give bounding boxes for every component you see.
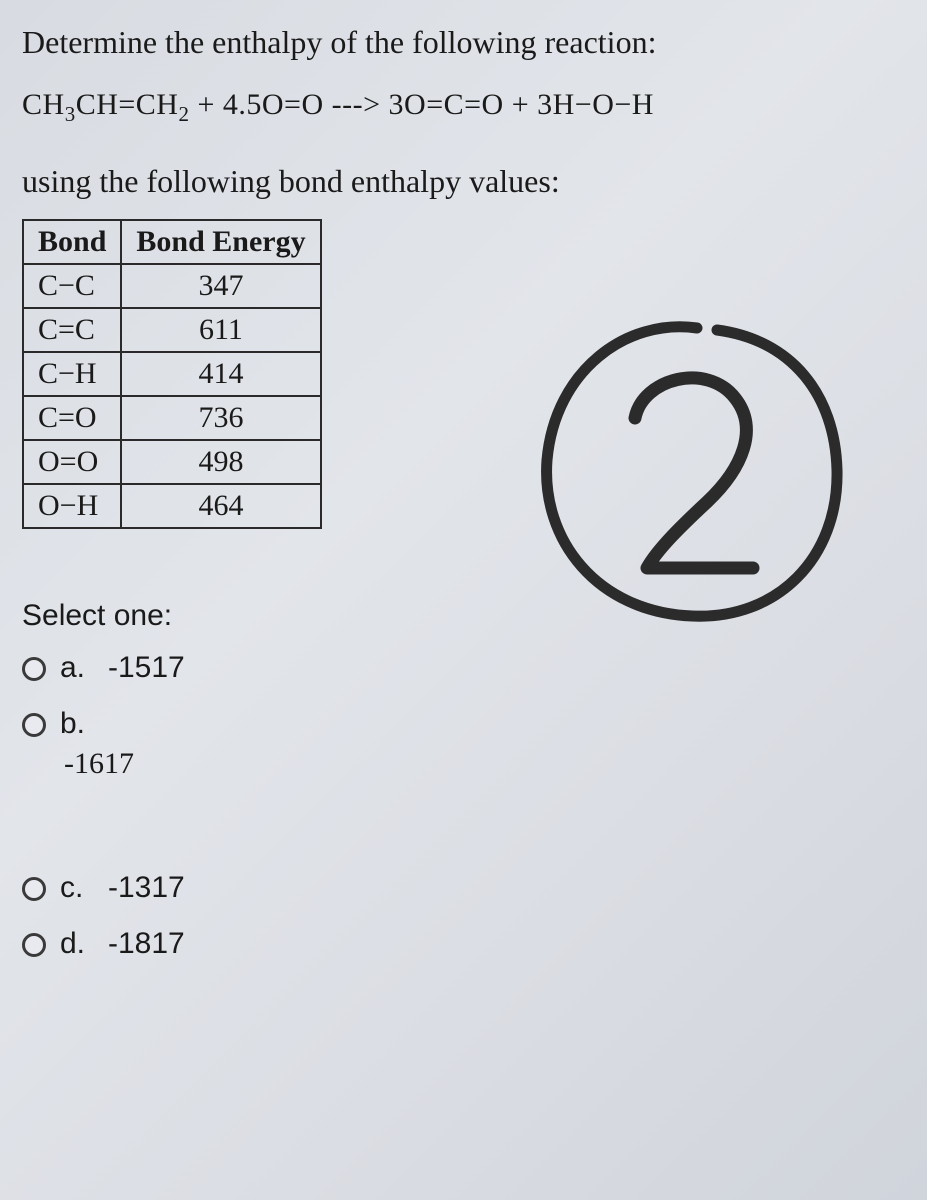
handwritten-annotation-icon [507, 300, 867, 640]
option-value: -1517 [108, 651, 185, 685]
option-c[interactable]: c. -1317 [22, 871, 905, 905]
bond-cell: O−H [23, 484, 121, 528]
table-header-row: Bond Bond Energy [23, 220, 321, 264]
option-value: -1617 [64, 747, 134, 781]
table-row: C=C 611 [23, 308, 321, 352]
energy-cell: 498 [121, 440, 320, 484]
bond-cell: C=C [23, 308, 121, 352]
table-row: C−C 347 [23, 264, 321, 308]
select-one-label: Select one: [22, 599, 905, 633]
reaction-equation: CH3CH=CH2 + 4.5O=O ---> 3O=C=O + 3H−O−H [22, 84, 905, 129]
option-b[interactable]: b. -1617 [22, 707, 905, 781]
option-letter: a. [60, 651, 102, 685]
bond-cell: C−H [23, 352, 121, 396]
table-row: O=O 498 [23, 440, 321, 484]
table-row: C=O 736 [23, 396, 321, 440]
question-prompt: Determine the enthalpy of the following … [22, 18, 905, 66]
option-d[interactable]: d. -1817 [22, 927, 905, 961]
option-value: -1817 [108, 927, 185, 961]
option-letter: c. [60, 871, 102, 905]
col-energy: Bond Energy [121, 220, 320, 264]
bond-cell: C−C [23, 264, 121, 308]
bond-energy-table: Bond Bond Energy C−C 347 C=C 611 C−H 414… [22, 219, 322, 529]
bond-cell: C=O [23, 396, 121, 440]
option-letter: d. [60, 927, 102, 961]
table-row: O−H 464 [23, 484, 321, 528]
using-values-text: using the following bond enthalpy values… [22, 157, 905, 205]
energy-cell: 611 [121, 308, 320, 352]
radio-icon[interactable] [22, 713, 46, 737]
energy-cell: 736 [121, 396, 320, 440]
option-value: -1317 [108, 871, 185, 905]
table-row: C−H 414 [23, 352, 321, 396]
radio-icon[interactable] [22, 933, 46, 957]
energy-cell: 347 [121, 264, 320, 308]
energy-cell: 414 [121, 352, 320, 396]
bond-cell: O=O [23, 440, 121, 484]
radio-icon[interactable] [22, 657, 46, 681]
option-a[interactable]: a. -1517 [22, 651, 905, 685]
option-letter: b. [60, 707, 85, 740]
energy-cell: 464 [121, 484, 320, 528]
col-bond: Bond [23, 220, 121, 264]
answer-options: a. -1517 b. -1617 c. -1317 d. -1817 [22, 651, 905, 961]
radio-icon[interactable] [22, 877, 46, 901]
